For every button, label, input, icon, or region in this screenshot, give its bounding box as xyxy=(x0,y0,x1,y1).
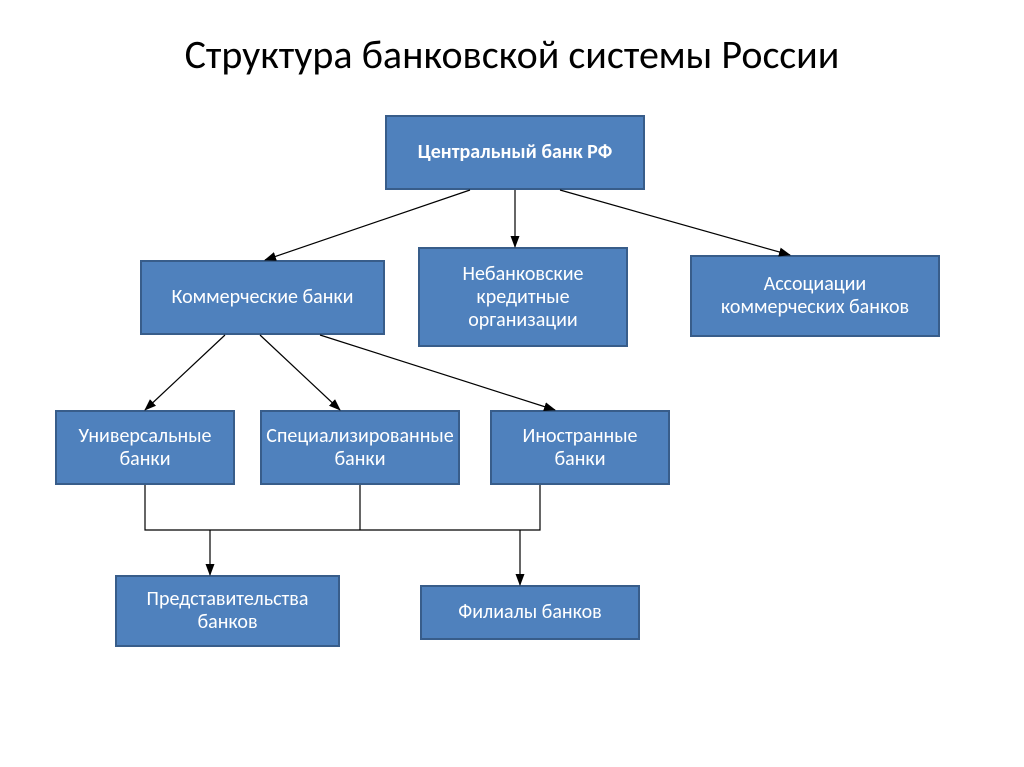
node-central: Центральный банк РФ xyxy=(385,115,645,190)
node-foreign: Иностранные банки xyxy=(490,410,670,485)
page-title: Структура банковской системы России xyxy=(0,30,1024,79)
node-assoc: Ассоциации коммерческих банков xyxy=(690,255,940,337)
node-nonbank: Небанковские кредитные организации xyxy=(418,247,628,347)
node-specialized: Специализированные банки xyxy=(260,410,460,485)
node-repoffices: Представительства банков xyxy=(115,575,340,647)
node-branches: Филиалы банков xyxy=(420,585,640,640)
node-universal: Универсальные банки xyxy=(55,410,235,485)
connector-line-4 xyxy=(260,335,340,410)
connector-poly-6 xyxy=(145,485,540,530)
connector-line-2 xyxy=(560,190,790,255)
node-commercial: Коммерческие банки xyxy=(140,260,385,335)
connector-line-3 xyxy=(145,335,225,410)
